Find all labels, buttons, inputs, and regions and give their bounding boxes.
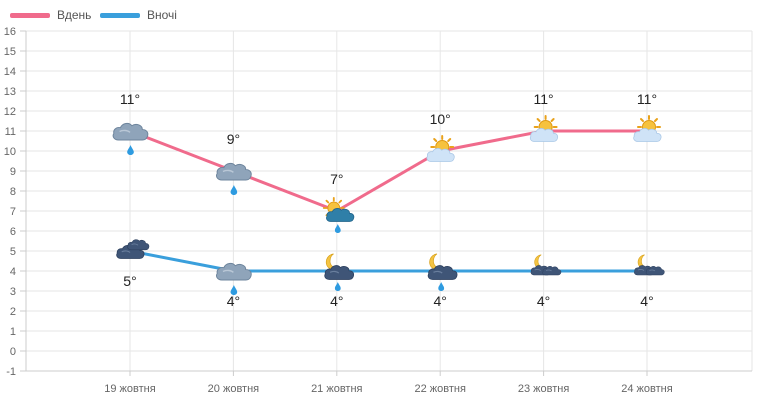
moon-cloud-icon (633, 254, 665, 276)
legend-label-night: Вночі (147, 8, 177, 22)
y-tick-label: 10 (4, 146, 16, 158)
series-line-day (129, 129, 647, 213)
y-tick-label: 15 (4, 46, 16, 58)
night-temp-label: 4° (434, 293, 447, 309)
y-tick-label: -1 (6, 366, 16, 378)
x-tick-label: 19 жовтня (104, 383, 155, 395)
series-line-night (129, 249, 647, 273)
night-temp-label: 4° (640, 293, 653, 309)
day-temp-label: 11° (120, 91, 140, 107)
legend-item-night[interactable]: Вночі (100, 8, 177, 22)
moon-cloud-rain-icon (324, 253, 355, 291)
cloud-rain-icon (112, 122, 149, 155)
y-tick-label: 16 (4, 26, 16, 38)
day-temp-label: 7° (330, 171, 343, 187)
y-tick-label: 5 (10, 246, 16, 258)
y-tick-label: 7 (10, 206, 16, 218)
y-tick-label: 6 (10, 226, 16, 238)
y-tick-label: 11 (5, 126, 16, 138)
y-tick-label: 4 (10, 266, 16, 278)
night-temp-label: 4° (537, 293, 550, 309)
night-temp-label: 4° (330, 293, 343, 309)
day-temp-label: 11° (637, 91, 657, 107)
x-tick-label: 24 жовтня (621, 383, 672, 395)
x-tick-label: 20 жовтня (208, 383, 259, 395)
y-tick-label: 1 (10, 326, 16, 338)
y-tick-label: 9 (10, 166, 16, 178)
x-tick-label: 21 жовтня (311, 383, 362, 395)
y-tick-label: 3 (10, 286, 16, 298)
moon-cloud-rain-icon (427, 253, 458, 291)
night-temp-label: 5° (123, 273, 136, 289)
legend-label-day: Вдень (57, 8, 91, 22)
cloud-rain-icon (215, 162, 252, 195)
x-axis: 19 жовтня 20 жовтня 21 жовтня 22 жовтня 23 ж… (26, 370, 752, 395)
day-temp-label: 9° (227, 131, 240, 147)
weather-icons (112, 115, 665, 295)
y-tick-label: 12 (4, 106, 16, 118)
grid (25, 30, 753, 372)
dark-cloud-icon (116, 239, 150, 260)
y-tick-label: 14 (4, 66, 16, 78)
legend-swatch-night (100, 13, 140, 18)
y-tick-label: 13 (4, 86, 16, 98)
y-tick-label: 0 (10, 346, 16, 358)
moon-cloud-icon (530, 254, 562, 276)
day-temp-label: 10° (430, 111, 451, 127)
legend-swatch-day (10, 13, 50, 18)
cloud-rain-icon (215, 262, 252, 295)
y-tick-label: 8 (10, 186, 16, 198)
series-lines (129, 129, 647, 273)
legend: Вдень Вночі (10, 8, 177, 22)
temperature-labels: 11° 9° 7° 10° 11° 11° 5° 4° 4° 4° 4° 4° (120, 91, 657, 309)
y-tick-label: 2 (10, 306, 16, 318)
x-tick-label: 22 жовтня (414, 383, 465, 395)
x-tick-label: 23 жовтня (518, 383, 569, 395)
night-temp-label: 4° (227, 293, 240, 309)
legend-item-day[interactable]: Вдень (10, 8, 91, 22)
day-temp-label: 11° (534, 91, 554, 107)
